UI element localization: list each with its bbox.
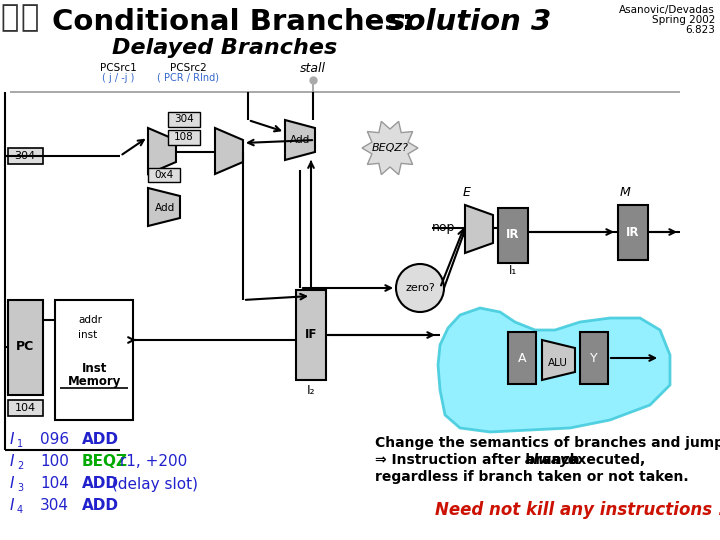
Text: BEQZ?: BEQZ? xyxy=(372,143,408,153)
Text: Change the semantics of branches and jumps: Change the semantics of branches and jum… xyxy=(375,436,720,450)
Text: PCSrc2: PCSrc2 xyxy=(170,63,207,73)
Text: Inst: Inst xyxy=(82,361,108,375)
Bar xyxy=(148,168,180,182)
Text: IR: IR xyxy=(626,226,640,239)
Text: 304: 304 xyxy=(14,151,35,161)
Text: zero?: zero? xyxy=(405,283,435,293)
Text: 3: 3 xyxy=(17,483,23,493)
Text: 304: 304 xyxy=(40,498,69,514)
Text: I: I xyxy=(10,433,14,448)
Polygon shape xyxy=(542,340,575,380)
Polygon shape xyxy=(148,128,176,174)
Text: 104: 104 xyxy=(40,476,69,491)
Bar xyxy=(8,148,43,164)
Bar xyxy=(618,205,648,260)
Text: ADD: ADD xyxy=(82,476,119,491)
Circle shape xyxy=(396,264,444,312)
Text: E: E xyxy=(463,186,471,199)
Text: ⇒ Instruction after branch: ⇒ Instruction after branch xyxy=(375,453,585,467)
Bar xyxy=(55,300,133,420)
Text: r1, +200: r1, +200 xyxy=(115,455,187,469)
Text: Spring 2002: Spring 2002 xyxy=(652,15,715,25)
Text: PC: PC xyxy=(16,341,34,354)
Text: M: M xyxy=(620,186,631,199)
Text: I₁: I₁ xyxy=(509,264,517,276)
Text: 6.823: 6.823 xyxy=(685,25,715,35)
Text: I₂: I₂ xyxy=(307,383,315,396)
Text: BEQZ: BEQZ xyxy=(82,455,128,469)
Text: inst: inst xyxy=(78,330,97,340)
Text: 4: 4 xyxy=(17,505,23,515)
Text: ALU: ALU xyxy=(548,358,568,368)
Bar xyxy=(168,112,200,127)
Text: Asanovic/Devadas: Asanovic/Devadas xyxy=(619,5,715,15)
Bar xyxy=(498,208,528,263)
Polygon shape xyxy=(438,308,670,432)
Text: nop: nop xyxy=(432,221,455,234)
Text: 0x4: 0x4 xyxy=(154,170,174,180)
Text: Add: Add xyxy=(290,135,310,145)
Text: 100: 100 xyxy=(40,455,69,469)
Text: I: I xyxy=(10,476,14,491)
Text: ADD: ADD xyxy=(82,433,119,448)
Text: solution 3: solution 3 xyxy=(378,8,552,36)
Text: executed,: executed, xyxy=(562,453,645,467)
Bar xyxy=(8,300,43,395)
Text: (delay slot): (delay slot) xyxy=(107,476,199,491)
Text: 104: 104 xyxy=(14,403,35,413)
Polygon shape xyxy=(285,120,315,160)
Polygon shape xyxy=(465,205,493,253)
Polygon shape xyxy=(148,188,180,226)
Text: PCSrc1: PCSrc1 xyxy=(99,63,136,73)
Text: Memory: Memory xyxy=(68,375,122,388)
Text: IR: IR xyxy=(506,228,520,241)
Text: ( PCR / RInd): ( PCR / RInd) xyxy=(157,73,219,83)
Bar xyxy=(296,290,326,380)
Text: 096: 096 xyxy=(40,433,69,448)
Text: Add: Add xyxy=(155,203,175,213)
Text: 🔧: 🔧 xyxy=(1,3,19,32)
Text: ( j / -j ): ( j / -j ) xyxy=(102,73,134,83)
Text: Need not kill any instructions !: Need not kill any instructions ! xyxy=(435,501,720,519)
Text: 1: 1 xyxy=(17,439,23,449)
Bar xyxy=(8,400,43,416)
Bar xyxy=(508,332,536,384)
Text: 304: 304 xyxy=(174,114,194,124)
Text: ADD: ADD xyxy=(82,498,119,514)
Text: I: I xyxy=(10,498,14,514)
Text: always: always xyxy=(525,453,578,467)
Text: 🔧: 🔧 xyxy=(21,3,39,32)
Text: 2: 2 xyxy=(17,461,23,471)
Text: Conditional Branches:: Conditional Branches: xyxy=(52,8,413,36)
Text: 108: 108 xyxy=(174,132,194,142)
Text: addr: addr xyxy=(78,315,102,325)
Text: stall: stall xyxy=(300,62,326,75)
Polygon shape xyxy=(215,128,243,174)
Text: Delayed Branches: Delayed Branches xyxy=(112,38,338,58)
Text: Y: Y xyxy=(590,352,598,365)
Polygon shape xyxy=(362,122,418,174)
Bar xyxy=(168,130,200,145)
Text: IF: IF xyxy=(305,328,318,341)
Text: A: A xyxy=(518,352,526,365)
Text: regardless if branch taken or not taken.: regardless if branch taken or not taken. xyxy=(375,470,688,484)
Bar xyxy=(580,332,608,384)
Text: I: I xyxy=(10,455,14,469)
